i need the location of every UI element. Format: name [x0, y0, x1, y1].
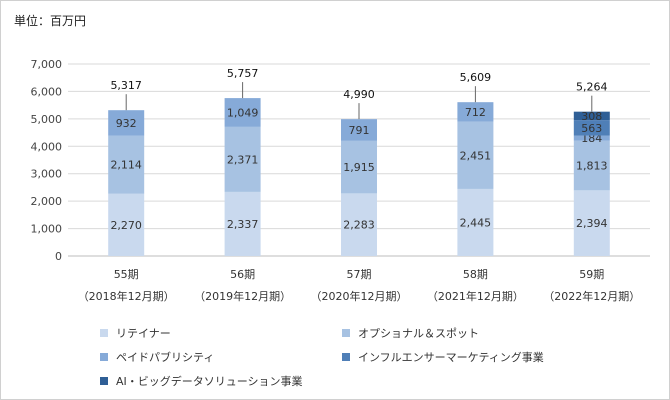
bar-segment: [341, 140, 377, 194]
bar-segment: [341, 119, 377, 141]
legend-item-paid-publicity: ペイドパブリシティ: [100, 349, 214, 365]
legend-label-paid-publicity: ペイドパブリシティ: [116, 351, 215, 364]
total-label: 5,609: [460, 71, 492, 84]
total-label: 5,757: [227, 67, 259, 80]
legend-item-options-spot: オプショナル＆スポット: [342, 325, 479, 341]
y-tick-label: 4,000: [31, 140, 63, 153]
legend-swatch-ai-bigdata: [100, 377, 108, 385]
bar-segment: [457, 102, 494, 122]
data-label: 1,915: [343, 161, 375, 174]
legend-item-influencer: インフルエンサーマーケティング事業: [342, 349, 544, 365]
data-label: 2,270: [110, 219, 142, 232]
bar-segment: [341, 193, 377, 256]
y-tick-label: 6,000: [31, 85, 63, 98]
legend-label-options-spot: オプショナル＆スポット: [358, 327, 479, 340]
y-tick-label: 3,000: [31, 168, 63, 181]
bar-segment: [573, 135, 610, 141]
x-category-period: （2020年12月期）: [311, 289, 408, 303]
total-label: 4,990: [343, 88, 375, 101]
legend-label-retainer: リテイナー: [116, 327, 171, 340]
data-label: 2,394: [576, 217, 608, 230]
bar-segment: [224, 191, 261, 256]
x-category-label: 58期: [463, 268, 488, 281]
data-label: 2,114: [110, 159, 142, 172]
y-tick-label: 0: [55, 250, 62, 263]
legend-swatch-options-spot: [342, 329, 350, 337]
data-label: 2,445: [460, 216, 492, 229]
bar-segment: [457, 188, 494, 256]
data-label: 2,451: [460, 149, 492, 162]
data-label: 712: [465, 106, 486, 119]
data-label: 1,049: [227, 106, 259, 119]
bar-segment: [573, 111, 610, 121]
x-category-label: 56期: [230, 268, 255, 281]
bar-segment: [573, 190, 610, 256]
bar-segment: [108, 110, 145, 136]
x-category-label: 59期: [579, 268, 604, 281]
data-label: 791: [349, 124, 370, 137]
data-label: 1,813: [576, 159, 608, 172]
bar-segment: [108, 193, 145, 256]
legend-item-retainer: リテイナー: [100, 325, 171, 341]
legend-swatch-retainer: [100, 329, 108, 337]
bar-segment: [457, 121, 494, 189]
bar-segment: [108, 135, 145, 194]
legend-swatch-influencer: [342, 353, 350, 361]
bar-segment: [573, 120, 610, 136]
x-category-period: （2019年12月期）: [194, 289, 291, 303]
data-label: 2,371: [227, 153, 259, 166]
legend-label-influencer: インフルエンサーマーケティング事業: [358, 351, 544, 364]
legend-label-ai-bigdata: AI・ビッグデータソリューション事業: [116, 375, 303, 388]
data-label: 2,283: [343, 219, 375, 232]
x-category-label: 55期: [114, 268, 139, 281]
unit-label: 単位：百万円: [14, 14, 87, 28]
x-category-label: 57期: [347, 268, 372, 281]
data-label: 563: [581, 122, 602, 135]
legend-item-ai-bigdata: AI・ビッグデータソリューション事業: [100, 373, 303, 389]
legend-swatch-paid-publicity: [100, 353, 108, 361]
x-category-period: （2021年12月期）: [427, 289, 524, 303]
y-tick-label: 5,000: [31, 113, 63, 126]
total-label: 5,264: [576, 81, 608, 94]
data-label: 932: [116, 117, 137, 130]
bar-segment: [224, 98, 261, 127]
bar-segment: [573, 140, 610, 191]
total-label: 5,317: [110, 79, 142, 92]
bar-segment: [224, 126, 261, 192]
data-label: 2,337: [227, 218, 259, 231]
y-tick-label: 1,000: [31, 223, 63, 236]
data-label: 308: [581, 110, 602, 123]
x-category-period: （2022年12月期）: [543, 289, 640, 303]
x-category-period: （2018年12月期）: [78, 289, 175, 303]
y-tick-label: 7,000: [31, 58, 63, 71]
y-tick-label: 2,000: [31, 195, 63, 208]
